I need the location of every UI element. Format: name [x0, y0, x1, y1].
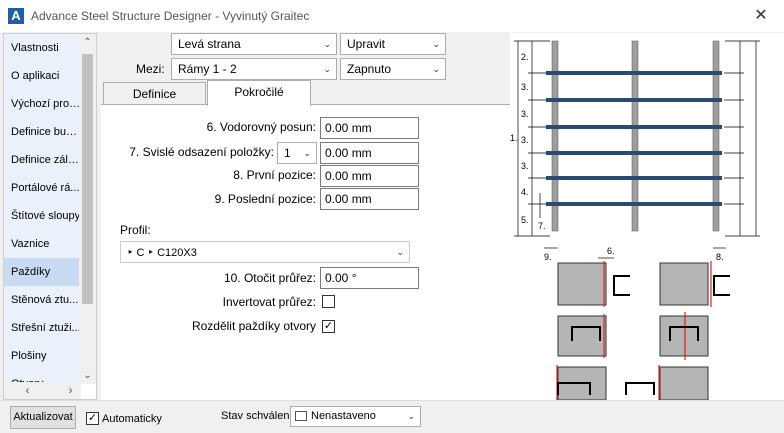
dim-label: 9. — [544, 252, 552, 262]
sidebar-item-roof-bracing[interactable]: Střešní ztuži... — [4, 314, 81, 342]
scroll-right-icon[interactable]: › — [68, 383, 73, 397]
dim-label: 3. — [521, 161, 529, 171]
dim-label: 4. — [521, 187, 529, 197]
split-girts-checkbox[interactable]: ✓ — [322, 320, 335, 333]
window-title: Advance Steel Structure Designer - Vyvin… — [31, 9, 310, 23]
rotate-section-label: 10. Otočit průřez: — [223, 271, 316, 285]
vertical-offset-item-select[interactable]: 1 ⌄ — [277, 142, 317, 164]
approval-status-label: Stav schválení — [221, 410, 293, 422]
chevron-down-icon: ⌄ — [432, 39, 440, 49]
state-select-value: Zapnuto — [347, 62, 392, 76]
update-button[interactable]: Aktualizovat — [10, 406, 76, 429]
girt-rail — [546, 125, 722, 129]
column-middle — [631, 40, 639, 232]
sidebar-item-about[interactable]: O aplikaci — [4, 62, 81, 90]
edit-mode-select[interactable]: Upravit ⌄ — [340, 33, 446, 55]
auto-update-checkbox[interactable]: ✓ — [86, 412, 99, 425]
profile-selector[interactable]: ‣ C ‣ C120X3 ⌄ — [120, 241, 410, 263]
dim-label: 3. — [521, 82, 529, 92]
chevron-down-icon: ⌄ — [432, 64, 440, 74]
dim-label: 6. — [607, 246, 615, 256]
last-position-label: 9. Poslední pozice: — [214, 192, 316, 206]
structure-preview: 2. 3. 3. 3. 3. 4. 5. 1. 7. 9. 6. 8. — [510, 33, 784, 401]
frames-select[interactable]: Rámy 1 - 2 ⌄ — [171, 58, 337, 80]
tab-definition[interactable]: Definice — [103, 82, 206, 105]
sidebar-item-gable-columns[interactable]: Štítové sloupy — [4, 202, 81, 230]
auto-update-label: Automaticky — [102, 413, 162, 425]
chevron-down-icon: ⌄ — [396, 247, 404, 257]
dim-label: 7. — [538, 221, 546, 231]
girt-rail — [546, 202, 722, 206]
scroll-left-icon[interactable]: ‹ — [25, 383, 30, 397]
first-position-input[interactable]: 0.00 mm — [320, 165, 419, 187]
approval-status-select[interactable]: Nenastaveno ⌄ — [290, 406, 421, 427]
girt-rail — [546, 71, 722, 75]
chevron-down-icon: ⌄ — [407, 411, 415, 421]
dim-label: 5. — [521, 215, 529, 225]
invert-section-label: Invertovat průřez: — [222, 295, 316, 309]
side-select[interactable]: Levá strana ⌄ — [171, 33, 337, 55]
last-position-input[interactable]: 0.00 mm — [320, 188, 419, 210]
column-right — [712, 40, 720, 232]
sidebar-nav: Vlastnosti O aplikaci Výchozí profily De… — [3, 33, 97, 400]
scroll-up-icon[interactable]: ⌃ — [83, 37, 92, 48]
sidebar-item-default-profiles[interactable]: Výchozí profily — [4, 90, 81, 118]
sidebar-item-purlins[interactable]: Vaznice — [4, 230, 81, 258]
horizontal-offset-input[interactable]: 0.00 mm — [320, 117, 419, 139]
vertical-offset-item-value: 1 — [284, 146, 291, 160]
horizontal-offset-label: 6. Vodorovný posun: — [206, 120, 316, 134]
sidebar-item-wall-bracing[interactable]: Stěnová ztu... — [4, 286, 81, 314]
edit-mode-value: Upravit — [347, 37, 386, 51]
vertical-offset-input[interactable]: 0.00 mm — [320, 142, 419, 164]
side-select-value: Levá strana — [178, 37, 241, 51]
vertical-offset-label: 7. Svislé odsazení položky: — [129, 145, 274, 159]
girt-rail — [546, 98, 722, 102]
status-swatch-icon — [295, 411, 307, 421]
sidebar-vertical-scrollbar[interactable]: ⌃ ⌄ — [79, 34, 96, 384]
between-label: Mezi: — [136, 62, 165, 76]
state-select[interactable]: Zapnuto ⌄ — [340, 58, 446, 80]
app-logo-icon: A — [8, 8, 24, 24]
dim-label: 1. — [510, 133, 518, 143]
title-bar: A Advance Steel Structure Designer - Vyv… — [0, 0, 784, 32]
column-left — [551, 40, 559, 232]
invert-section-checkbox[interactable] — [322, 295, 335, 308]
sidebar-item-portal-frames[interactable]: Portálové rá... — [4, 174, 81, 202]
chevron-down-icon: ⌄ — [323, 39, 331, 49]
first-position-label: 8. První pozice: — [233, 168, 316, 182]
dim-label: 2. — [521, 52, 529, 62]
frames-select-value: Rámy 1 - 2 — [178, 62, 237, 76]
rotate-section-input[interactable]: 0.00 ° — [320, 267, 419, 289]
sidebar-item-girts[interactable]: Paždíky — [4, 258, 81, 286]
close-button[interactable]: ✕ — [754, 7, 768, 24]
girt-rail — [546, 151, 722, 155]
sidebar-item-platforms[interactable]: Plošiny — [4, 342, 81, 370]
bottom-bar: Aktualizovat ✓ Automaticky Stav schválen… — [0, 400, 784, 433]
sidebar-item-building-definition[interactable]: Definice bud... — [4, 118, 81, 146]
dim-label: 3. — [521, 109, 529, 119]
approval-status-value: Nenastaveno — [311, 410, 376, 422]
girts-diagram: 2. 3. 3. 3. 3. 4. 5. 1. 7. 9. 6. 8. — [510, 40, 760, 401]
sidebar-item-properties[interactable]: Vlastnosti — [4, 34, 81, 62]
sidebar-horizontal-scrollbar[interactable]: ‹ › — [4, 382, 81, 399]
profile-path: ‣ C ‣ C120X3 — [127, 247, 197, 259]
dim-label: 8. — [716, 252, 724, 262]
split-girts-label: Rozdělit paždíky otvory — [191, 319, 316, 333]
chevron-down-icon: ⌄ — [303, 148, 311, 158]
scroll-thumb[interactable] — [82, 54, 93, 304]
chevron-down-icon: ⌄ — [323, 64, 331, 74]
girt-rail — [546, 176, 722, 180]
scroll-down-icon[interactable]: ⌄ — [83, 370, 92, 381]
sidebar-item-bay-definition[interactable]: Definice zálivu — [4, 146, 81, 174]
profile-label: Profil: — [120, 223, 151, 237]
tab-advanced[interactable]: Pokročilé — [207, 80, 311, 106]
dim-label: 3. — [521, 135, 529, 145]
